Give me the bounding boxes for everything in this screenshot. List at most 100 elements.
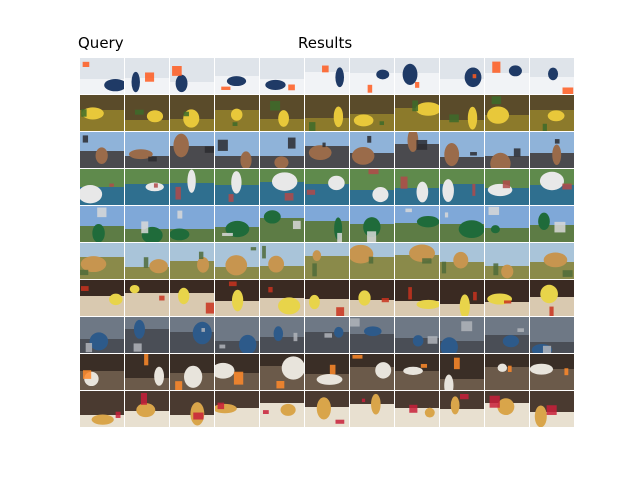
result-thumbnail-street-sign xyxy=(350,206,394,242)
query-thumbnail-street-sign xyxy=(80,206,124,242)
query-thumbnail-cat xyxy=(125,354,169,390)
result-thumbnail-fruit-market xyxy=(440,95,484,131)
query-thumbnail-giraffe-savanna xyxy=(80,243,124,279)
query-thumbnail-giraffe-savanna xyxy=(125,243,169,279)
result-thumbnail-skateboard xyxy=(305,317,349,353)
result-thumbnail-skateboard xyxy=(485,317,529,353)
result-thumbnail-cake xyxy=(350,391,394,427)
result-thumbnail-giraffe-savanna xyxy=(305,243,349,279)
result-thumbnail-food-plate xyxy=(485,280,529,316)
result-thumbnail-skateboard xyxy=(395,317,439,353)
query-thumbnail-tennis-court xyxy=(80,169,124,205)
query-thumbnail-city-street xyxy=(125,132,169,168)
query-thumbnail-tennis-court xyxy=(125,169,169,205)
query-thumbnail-cat xyxy=(80,354,124,390)
result-thumbnail-cake xyxy=(530,391,574,427)
result-thumbnail-street-sign xyxy=(440,206,484,242)
result-thumbnail-skateboard xyxy=(350,317,394,353)
query-thumbnail-cat xyxy=(170,354,214,390)
result-thumbnail-cat xyxy=(440,354,484,390)
result-thumbnail-fruit-market xyxy=(485,95,529,131)
query-heading: Query xyxy=(78,34,124,52)
result-thumbnail-snow-skiing xyxy=(395,58,439,94)
result-thumbnail-snow-skiing xyxy=(305,58,349,94)
result-thumbnail-city-street xyxy=(260,132,304,168)
query-thumbnail-snow-skiing xyxy=(125,58,169,94)
result-thumbnail-city-street xyxy=(485,132,529,168)
query-thumbnail-city-street xyxy=(80,132,124,168)
query-thumbnail-city-street xyxy=(170,132,214,168)
query-thumbnail-giraffe-savanna xyxy=(170,243,214,279)
result-thumbnail-tennis-court xyxy=(260,169,304,205)
result-thumbnail-giraffe-savanna xyxy=(350,243,394,279)
result-thumbnail-fruit-market xyxy=(350,95,394,131)
result-thumbnail-tennis-court xyxy=(485,169,529,205)
result-thumbnail-food-plate xyxy=(530,280,574,316)
result-thumbnail-snow-skiing xyxy=(440,58,484,94)
query-thumbnail-skateboard xyxy=(80,317,124,353)
result-thumbnail-fruit-market xyxy=(530,95,574,131)
result-thumbnail-tennis-court xyxy=(440,169,484,205)
result-thumbnail-street-sign xyxy=(485,206,529,242)
result-thumbnail-giraffe-savanna xyxy=(260,243,304,279)
result-thumbnail-cake xyxy=(305,391,349,427)
query-thumbnail-cake xyxy=(170,391,214,427)
result-thumbnail-skateboard xyxy=(440,317,484,353)
result-thumbnail-cat xyxy=(530,354,574,390)
query-thumbnail-street-sign xyxy=(170,206,214,242)
query-thumbnail-city-street xyxy=(215,132,259,168)
query-thumbnail-fruit-market xyxy=(215,95,259,131)
result-thumbnail-snow-skiing xyxy=(260,58,304,94)
result-thumbnail-fruit-market xyxy=(260,95,304,131)
result-thumbnail-cake xyxy=(260,391,304,427)
query-thumbnail-skateboard xyxy=(170,317,214,353)
query-thumbnail-cake xyxy=(125,391,169,427)
result-thumbnail-city-street xyxy=(395,132,439,168)
result-thumbnail-skateboard xyxy=(530,317,574,353)
result-thumbnail-food-plate xyxy=(395,280,439,316)
query-thumbnail-fruit-market xyxy=(80,95,124,131)
query-thumbnail-fruit-market xyxy=(170,95,214,131)
query-thumbnail-tennis-court xyxy=(215,169,259,205)
result-thumbnail-snow-skiing xyxy=(350,58,394,94)
result-thumbnail-tennis-court xyxy=(350,169,394,205)
result-thumbnail-giraffe-savanna xyxy=(530,243,574,279)
query-thumbnail-snow-skiing xyxy=(170,58,214,94)
query-thumbnail-food-plate xyxy=(125,280,169,316)
result-thumbnail-food-plate xyxy=(350,280,394,316)
query-thumbnail-fruit-market xyxy=(125,95,169,131)
result-thumbnail-cat xyxy=(395,354,439,390)
query-thumbnail-street-sign xyxy=(125,206,169,242)
query-thumbnail-food-plate xyxy=(170,280,214,316)
query-thumbnail-cat xyxy=(215,354,259,390)
image-grid xyxy=(80,58,577,427)
result-thumbnail-skateboard xyxy=(260,317,304,353)
result-thumbnail-snow-skiing xyxy=(485,58,529,94)
results-heading: Results xyxy=(298,34,353,52)
result-thumbnail-giraffe-savanna xyxy=(440,243,484,279)
result-thumbnail-cat xyxy=(260,354,304,390)
result-thumbnail-street-sign xyxy=(530,206,574,242)
result-thumbnail-street-sign xyxy=(395,206,439,242)
result-thumbnail-city-street xyxy=(305,132,349,168)
result-thumbnail-cake xyxy=(485,391,529,427)
result-thumbnail-street-sign xyxy=(260,206,304,242)
result-thumbnail-city-street xyxy=(350,132,394,168)
result-thumbnail-cat xyxy=(305,354,349,390)
result-thumbnail-city-street xyxy=(440,132,484,168)
result-thumbnail-fruit-market xyxy=(395,95,439,131)
result-thumbnail-city-street xyxy=(530,132,574,168)
query-thumbnail-snow-skiing xyxy=(215,58,259,94)
query-thumbnail-giraffe-savanna xyxy=(215,243,259,279)
result-thumbnail-cake xyxy=(440,391,484,427)
query-thumbnail-food-plate xyxy=(215,280,259,316)
result-thumbnail-tennis-court xyxy=(530,169,574,205)
query-thumbnail-skateboard xyxy=(215,317,259,353)
query-thumbnail-street-sign xyxy=(215,206,259,242)
result-thumbnail-giraffe-savanna xyxy=(395,243,439,279)
result-thumbnail-fruit-market xyxy=(305,95,349,131)
result-thumbnail-tennis-court xyxy=(305,169,349,205)
query-thumbnail-cake xyxy=(80,391,124,427)
result-thumbnail-cat xyxy=(485,354,529,390)
query-thumbnail-skateboard xyxy=(125,317,169,353)
